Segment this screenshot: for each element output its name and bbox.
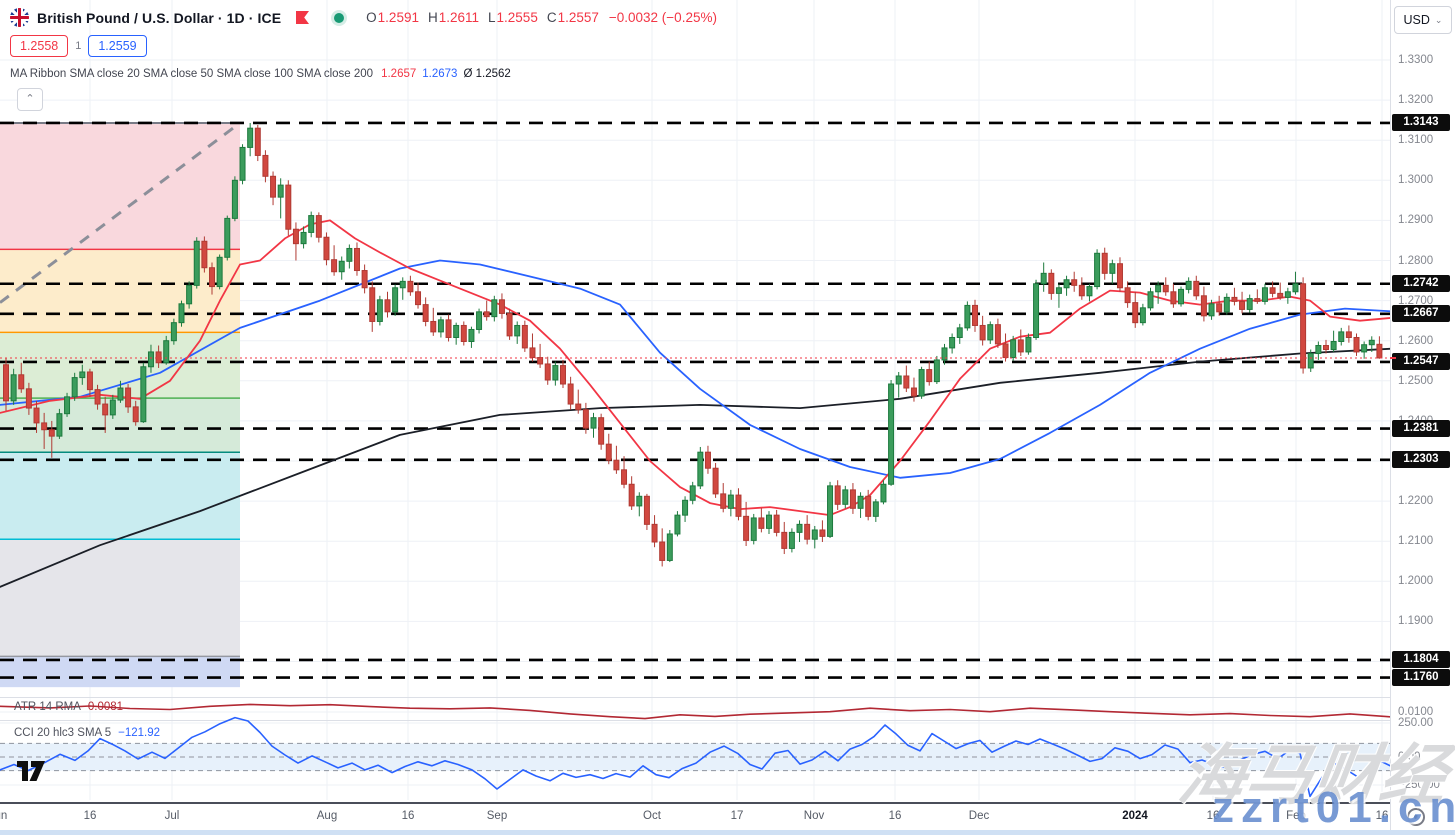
gbp-flag-icon (10, 8, 29, 27)
time-tick-label: 17 (730, 810, 744, 822)
buy-button[interactable]: 1.2559 (88, 35, 147, 57)
cci-value: −121.92 (118, 727, 161, 739)
time-tick-label: Oct (643, 810, 661, 822)
time-tick-label: Nov (803, 810, 825, 822)
red-flag-icon[interactable] (295, 10, 310, 25)
clock-icon[interactable] (1407, 808, 1425, 826)
time-tick-label: Feb (1286, 810, 1306, 822)
cci-label: CCI 20 hlc3 SMA 5 (14, 727, 112, 739)
bottom-strip (0, 830, 1455, 835)
cci-legend[interactable]: CCI 20 hlc3 SMA 5 −121.92 (14, 727, 160, 739)
price-tick-label: 1.3200 (1398, 94, 1434, 107)
time-tick-label: Dec (968, 810, 990, 822)
atr-label: ATR 14 RMA (14, 701, 81, 713)
price-tick-label: 1.3100 (1398, 134, 1434, 147)
bid-ask-row: 1.2558 1 1.2559 (10, 35, 147, 57)
time-tick-label: 16 (83, 810, 97, 822)
ma-average: Ø 1.2562 (463, 68, 511, 80)
time-axis-border (0, 802, 1455, 804)
spread-value: 1 (75, 40, 82, 52)
price-tick-label: 1.2000 (1398, 575, 1434, 588)
time-tick-label: Jun (0, 810, 8, 822)
time-tick-label: 16 (1375, 810, 1389, 822)
current-price-tick (1390, 356, 1396, 359)
chart-header: British Pound / U.S. Dollar · 1D · ICE O… (10, 8, 717, 27)
price-tick-label: 1.2200 (1398, 495, 1434, 508)
time-tick-label: 16 (888, 810, 902, 822)
price-level-badge: 1.2667 (1392, 305, 1450, 323)
price-level-badge: 1.1760 (1392, 669, 1450, 687)
price-tick-label: 1.2900 (1398, 214, 1434, 227)
cci-tick-label: 250.00 (1398, 717, 1434, 729)
time-tick-label: Jul (164, 810, 180, 822)
price-tick-label: 1.3300 (1398, 54, 1434, 66)
time-tick-label: 16 (401, 810, 415, 822)
collapse-legend-button[interactable]: ⌃ (17, 88, 43, 111)
time-tick-label: Sep (486, 810, 508, 822)
price-tick-label: 1.2700 (1398, 294, 1434, 307)
time-tick-label: 16 (1206, 810, 1220, 822)
price-level-badge: 1.3143 (1392, 114, 1450, 132)
ma-ribbon-label: MA Ribbon SMA close 20 SMA close 50 SMA … (10, 68, 374, 80)
price-level-badge: 1.2742 (1392, 275, 1450, 293)
price-level-badge: 1.2303 (1392, 451, 1450, 469)
cci-tick-label: 0.00 (1398, 751, 1421, 763)
ma-value-20: 1.2657 (381, 68, 417, 80)
price-level-badge: 1.1804 (1392, 651, 1450, 669)
atr-legend[interactable]: ATR 14 RMA 0.0081 (14, 701, 123, 713)
time-tick-label: Aug (316, 810, 338, 822)
chevron-down-icon: ⌄ (1434, 14, 1443, 25)
price-tick-label: 1.2100 (1398, 535, 1434, 548)
currency-label: USD (1403, 13, 1430, 27)
atr-tick-label: 0.0100 (1398, 706, 1434, 718)
market-open-dot-icon (334, 12, 345, 23)
price-tick-label: 1.2800 (1398, 254, 1434, 267)
price-axis[interactable] (1390, 0, 1455, 835)
price-level-badge: 1.2381 (1392, 420, 1450, 438)
ma-value-50: 1.2673 (422, 68, 458, 80)
price-change: −0.0032 (−0.25%) (608, 10, 717, 25)
price-tick-label: 1.2600 (1398, 334, 1434, 347)
sell-button[interactable]: 1.2558 (10, 35, 69, 57)
atr-value: 0.0081 (87, 701, 124, 713)
currency-selector[interactable]: USD ⌄ (1394, 6, 1452, 34)
time-tick-label: 2024 (1122, 810, 1148, 822)
price-tick-label: 1.3000 (1398, 174, 1434, 187)
tradingview-logo[interactable] (15, 758, 49, 784)
ohlc-values: O1.2591 H1.2611 L1.2555 C1.2557 (366, 10, 599, 25)
cci-tick-label: −250.00 (1398, 779, 1440, 791)
ma-ribbon-legend[interactable]: MA Ribbon SMA close 20 SMA close 50 SMA … (10, 68, 511, 80)
symbol-title[interactable]: British Pound / U.S. Dollar · 1D · ICE (37, 9, 282, 26)
price-level-badge: 1.2547 (1392, 353, 1450, 371)
price-tick-label: 1.2500 (1398, 374, 1434, 387)
price-tick-label: 1.1900 (1398, 615, 1434, 628)
